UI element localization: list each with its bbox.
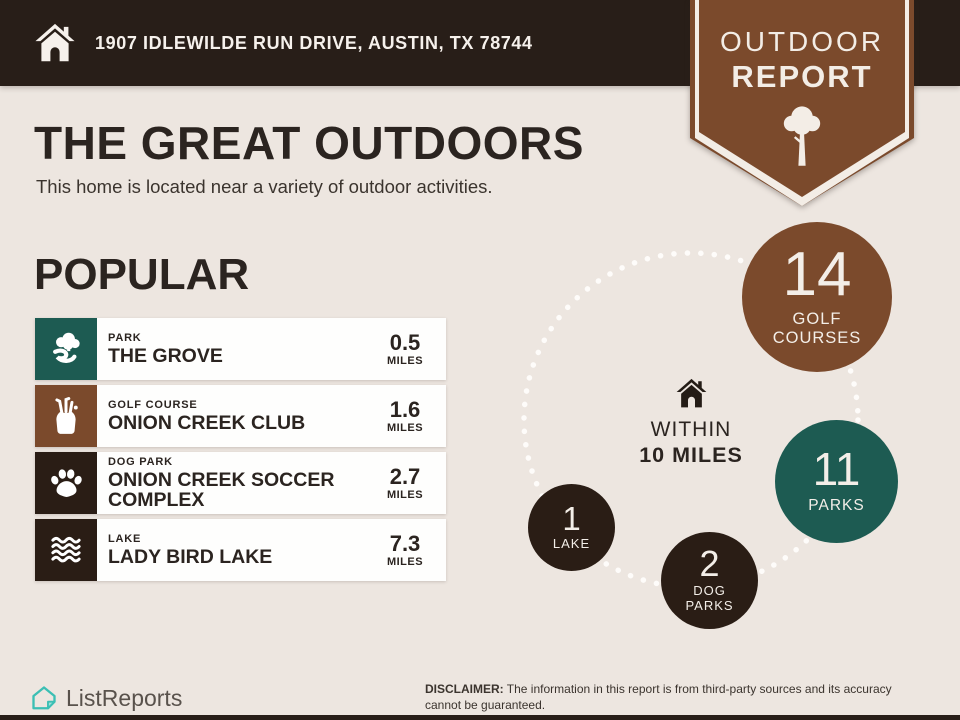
item-distance: 7.3 MILES (386, 530, 424, 568)
badge-title-line1: OUTDOOR (719, 26, 885, 57)
popular-heading: POPULAR (34, 250, 250, 299)
bubble-lake: 1 LAKE (528, 484, 615, 571)
item-distance: 1.6 MILES (386, 396, 424, 434)
disclaimer-label: DISCLAIMER: (425, 682, 504, 696)
golf-courses-label: GOLF COURSES (772, 309, 862, 347)
bubble-golf-courses: 14 GOLF COURSES (742, 222, 892, 372)
within-label: WITHIN (650, 418, 732, 441)
item-name: THE GROVE (108, 345, 223, 367)
page-title: THE GREAT OUTDOORS (34, 117, 584, 169)
list-item-golf-course: GOLF COURSE ONION CREEK CLUB 1.6 MILES (35, 385, 446, 447)
brand-name: ListReports (66, 684, 183, 711)
home-icon-center (676, 378, 706, 408)
item-distance: 2.7 MILES (386, 463, 424, 501)
list-item-lake: LAKE LADY BIRD LAKE 7.3 MILES (35, 519, 446, 581)
paw-icon (51, 469, 82, 497)
tree-icon (783, 106, 821, 166)
popular-list: PARK THE GROVE 0.5 MILES (35, 318, 446, 581)
item-category: GOLF COURSE (108, 399, 198, 411)
badge-title-line2: REPORT (731, 59, 873, 94)
park-tree-icon (53, 332, 80, 363)
list-item-dog-park: DOG PARK ONION CREEK SOCCER COMPLEX 2.7 … (35, 452, 446, 514)
listreports-house-icon (32, 686, 56, 710)
badge-content: OUTDOOR REPORT (690, 0, 914, 206)
item-name: ONION CREEK CLUB (108, 412, 306, 434)
home-icon (35, 23, 75, 62)
bubble-dog-parks: 2 DOG PARKS (661, 532, 758, 629)
parks-count: 11 (812, 443, 861, 496)
bubble-parks: 11 PARKS (775, 420, 898, 543)
list-item-park: PARK THE GROVE 0.5 MILES (35, 318, 446, 380)
item-name: ONION CREEK SOCCER COMPLEX (108, 469, 335, 511)
item-distance: 0.5 MILES (386, 329, 424, 367)
property-address: 1907 IDLEWILDE RUN DRIVE, AUSTIN, TX 787… (95, 32, 533, 53)
page-subtitle: This home is located near a variety of o… (36, 176, 493, 197)
item-name: LADY BIRD LAKE (108, 546, 273, 568)
parks-label: PARKS (808, 496, 865, 514)
lake-count: 1 (562, 499, 581, 537)
miles-label: 10 MILES (639, 443, 743, 467)
golf-courses-count: 14 (782, 240, 852, 310)
radius-center: WITHIN 10 MILES (601, 376, 781, 468)
item-category: LAKE (108, 533, 142, 545)
dog-parks-label: DOG PARKS (685, 583, 734, 614)
golf-bag-icon (55, 397, 78, 434)
listreports-logo: ListReports (30, 684, 182, 712)
dog-parks-count: 2 (699, 542, 720, 584)
disclaimer-text: The information in this report is from t… (425, 682, 892, 712)
outdoor-report-badge: OUTDOOR REPORT (690, 0, 914, 206)
lake-label: LAKE (552, 536, 591, 552)
disclaimer: DISCLAIMER: The information in this repo… (425, 682, 919, 713)
waves-icon (51, 536, 81, 563)
bottom-edge-bar (0, 715, 960, 720)
item-category: DOG PARK (108, 456, 173, 468)
item-category: PARK (108, 332, 142, 344)
